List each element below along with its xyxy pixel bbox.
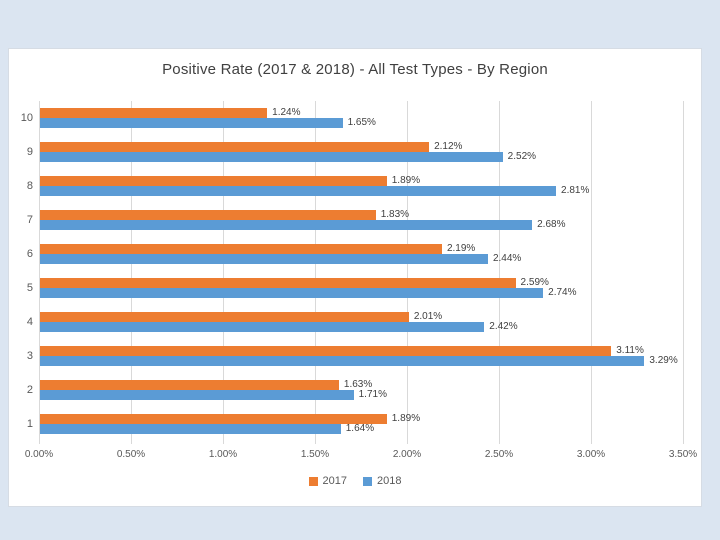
data-label-2018-region-4: 2.42% [489, 321, 518, 332]
data-label-2017-region-3: 3.11% [616, 345, 644, 356]
gridline [131, 101, 132, 444]
x-axis-tick-label: 1.50% [300, 449, 330, 460]
bar-2017-region-6 [39, 244, 442, 254]
bar-2018-region-6 [39, 254, 488, 264]
gridline [683, 101, 684, 444]
y-axis-category-label: 8 [26, 180, 33, 192]
bar-2017-region-5 [39, 278, 516, 288]
bar-2018-region-2 [39, 390, 354, 400]
gridline [591, 101, 592, 444]
y-axis-category-label: 10 [20, 112, 33, 124]
plot-area: 0.00% 0.50% 1.00% 1.50% 2.00% 2.50% 3.00% 3.50%… [9, 49, 701, 506]
data-label-2018-region-5: 2.74% [548, 287, 577, 298]
data-label-2018-region-3: 3.29% [649, 355, 678, 366]
bar-2018-region-4 [39, 322, 485, 332]
x-axis-tick-label: 3.50% [668, 449, 698, 460]
legend-label-2018: 2018 [377, 475, 402, 487]
data-label-2017-region-8: 1.89% [391, 175, 421, 186]
chart-title: Positive Rate (2017 & 2018) - All Test T… [162, 61, 548, 78]
bar-2018-region-1 [39, 424, 341, 434]
data-label-2018-region-10: 1.65% [347, 117, 376, 128]
bar-2018-region-5 [39, 288, 544, 298]
bar-2018-region-10 [39, 118, 343, 128]
y-axis-category-label: 9 [26, 146, 33, 158]
bar-2018-region-9 [39, 152, 503, 162]
bar-2017-region-9 [39, 142, 430, 152]
bar-2017-region-3 [39, 346, 612, 356]
gridline [223, 101, 224, 444]
gridline [499, 101, 500, 444]
bar-2018-region-8 [39, 186, 557, 196]
y-axis-category-label: 5 [26, 282, 33, 294]
x-axis-tick-label: 2.50% [484, 449, 514, 460]
bar-2017-region-7 [39, 210, 376, 220]
data-label-2018-region-8: 2.81% [561, 185, 590, 196]
data-label-2017-region-9: 2.12% [434, 141, 463, 152]
x-axis-tick-label: 0.50% [116, 449, 146, 460]
y-axis-category-label: 3 [26, 350, 33, 362]
legend-swatch-2017-icon [308, 476, 318, 486]
bar-2018-region-7 [39, 220, 533, 230]
data-label-2018-region-2: 1.71% [358, 389, 387, 400]
data-label-2017-region-1: 1.89% [391, 413, 421, 424]
y-axis-category-label: 6 [26, 248, 33, 260]
bar-2017-region-2 [39, 380, 339, 390]
legend-swatch-2018-icon [363, 476, 372, 486]
legend-label-2017: 2017 [322, 475, 347, 487]
data-label-2017-region-2: 1.63% [343, 379, 373, 390]
x-axis-tick-label: 3.00% [576, 449, 606, 460]
legend-entry-2017: 2017 [308, 475, 347, 487]
y-axis-category-label: 2 [26, 384, 33, 396]
gridline [315, 101, 316, 444]
y-axis-line [39, 101, 40, 444]
bar-2017-region-10 [39, 108, 268, 118]
data-label-2017-region-10: 1.24% [272, 107, 301, 118]
legend-entry-2018: 2018 [363, 475, 401, 487]
data-label-2017-region-4: 2.01% [413, 311, 443, 322]
data-label-2018-region-7: 2.68% [537, 219, 566, 230]
data-label-2017-region-6: 2.19% [446, 243, 476, 254]
bar-2017-region-1 [39, 414, 387, 424]
data-label-2018-region-6: 2.44% [492, 253, 522, 264]
data-label-2018-region-9: 2.52% [507, 151, 537, 162]
y-axis-category-label: 1 [26, 418, 33, 430]
bar-2017-region-8 [39, 176, 387, 186]
x-axis-tick-label: 2.00% [392, 449, 422, 460]
bar-2018-region-3 [39, 356, 645, 366]
x-axis-tick-label: 1.00% [208, 449, 238, 460]
y-axis-category-label: 4 [26, 316, 33, 328]
gridline [407, 101, 408, 444]
data-label-2018-region-1: 1.64% [345, 423, 375, 434]
bar-2017-region-4 [39, 312, 409, 322]
chart-panel: Positive Rate (2017 & 2018) - All Test T… [8, 48, 702, 507]
chart-legend: 2017 2018 [9, 475, 701, 487]
data-label-2017-region-7: 1.83% [380, 209, 410, 220]
x-axis-tick-label: 0.00% [24, 449, 54, 460]
y-axis-category-label: 7 [26, 214, 33, 226]
data-label-2017-region-5: 2.59% [520, 277, 549, 288]
